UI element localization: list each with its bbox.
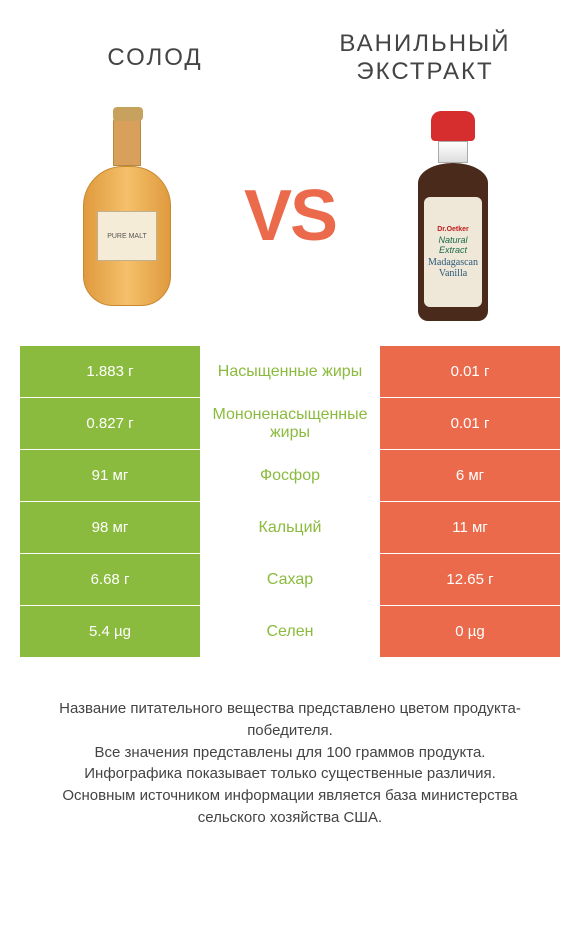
- title-left: СОЛОД: [20, 44, 290, 72]
- nutrient-label: Мононенасыщенные жиры: [200, 398, 380, 449]
- comparison-table: 1.883 гНасыщенные жиры0.01 г0.827 гМонон…: [20, 346, 560, 658]
- footer-line: Название питательного вещества представл…: [30, 698, 550, 742]
- vs-row: PURE MALT VS Dr.Oetker Natural Extract M…: [0, 96, 580, 346]
- product-image-left: PURE MALT: [20, 106, 234, 326]
- nutrient-label: Селен: [200, 606, 380, 657]
- malt-bottle-icon: PURE MALT: [82, 116, 172, 316]
- malt-bottle-label: PURE MALT: [97, 211, 157, 261]
- vanilla-bottle-icon: Dr.Oetker Natural Extract Madagascan Van…: [413, 111, 493, 321]
- value-left: 91 мг: [20, 450, 200, 501]
- nutrient-label: Насыщенные жиры: [200, 346, 380, 397]
- table-row: 91 мгФосфор6 мг: [20, 450, 560, 502]
- value-right: 11 мг: [380, 502, 560, 553]
- value-left: 5.4 µg: [20, 606, 200, 657]
- table-row: 5.4 µgСелен0 µg: [20, 606, 560, 658]
- nutrient-label: Сахар: [200, 554, 380, 605]
- value-left: 1.883 г: [20, 346, 200, 397]
- footer-line: Инфографика показывает только существенн…: [30, 763, 550, 785]
- product-image-right: Dr.Oetker Natural Extract Madagascan Van…: [346, 106, 560, 326]
- nutrient-label: Фосфор: [200, 450, 380, 501]
- value-right: 0 µg: [380, 606, 560, 657]
- value-right: 0.01 г: [380, 346, 560, 397]
- nutrient-label: Кальций: [200, 502, 380, 553]
- value-right: 12.65 г: [380, 554, 560, 605]
- table-row: 0.827 гМононенасыщенные жиры0.01 г: [20, 398, 560, 450]
- table-row: 6.68 гСахар12.65 г: [20, 554, 560, 606]
- table-row: 1.883 гНасыщенные жиры0.01 г: [20, 346, 560, 398]
- footer-notes: Название питательного вещества представл…: [0, 658, 580, 829]
- value-left: 0.827 г: [20, 398, 200, 449]
- value-left: 98 мг: [20, 502, 200, 553]
- title-right: ВАНИЛЬНЫЙ ЭКСТРАКТ: [290, 30, 560, 86]
- header: СОЛОД ВАНИЛЬНЫЙ ЭКСТРАКТ: [0, 0, 580, 96]
- footer-line: Основным источником информации является …: [30, 785, 550, 829]
- vs-label: VS: [234, 175, 346, 257]
- footer-line: Все значения представлены для 100 граммо…: [30, 742, 550, 764]
- value-right: 6 мг: [380, 450, 560, 501]
- table-row: 98 мгКальций11 мг: [20, 502, 560, 554]
- value-right: 0.01 г: [380, 398, 560, 449]
- vanilla-bottle-label: Dr.Oetker Natural Extract Madagascan Van…: [424, 197, 482, 307]
- value-left: 6.68 г: [20, 554, 200, 605]
